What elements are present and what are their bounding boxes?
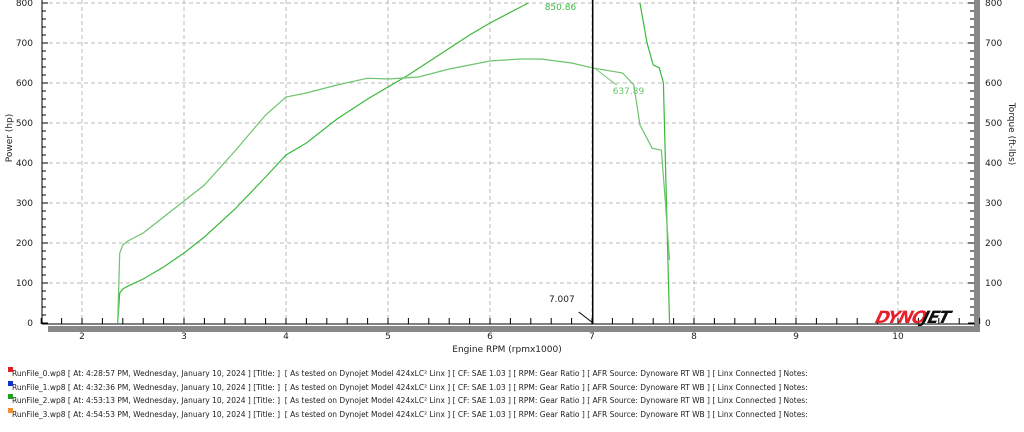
y2-tick-label: 700 bbox=[985, 39, 1002, 49]
y2-tick-label: 500 bbox=[985, 119, 1002, 129]
svg-text:DYNO: DYNO bbox=[873, 308, 929, 328]
power-annotation: 850.86 bbox=[545, 3, 577, 13]
y2-tick-label: 300 bbox=[985, 199, 1002, 209]
legend-swatch bbox=[8, 367, 13, 372]
y-axis-label: Power (hp) bbox=[5, 114, 15, 163]
legend-row[interactable]: RunFile_3.wp8 [ At: 4:54:53 PM, Wednesda… bbox=[8, 407, 808, 422]
y-tick-label: 800 bbox=[16, 0, 33, 9]
torque-annotation: 637.89 bbox=[613, 87, 645, 97]
y-tick-label: 200 bbox=[16, 239, 33, 249]
x-tick-label: 7 bbox=[589, 332, 595, 342]
legend-row[interactable]: RunFile_0.wp8 [ At: 4:28:57 PM, Wednesda… bbox=[8, 367, 808, 381]
right-axis-bar bbox=[974, 0, 980, 332]
cursor-label: 7.007 bbox=[549, 295, 575, 305]
x-axis-bar bbox=[48, 326, 980, 332]
x-tick-label: 9 bbox=[793, 332, 799, 342]
y-tick-label: 500 bbox=[16, 119, 33, 129]
torque-annotation-arrow bbox=[595, 68, 618, 86]
y2-tick-label: 400 bbox=[985, 159, 1002, 169]
y-tick-label: 300 bbox=[16, 199, 33, 209]
grid bbox=[42, 0, 975, 323]
y-tick-label: 0 bbox=[27, 319, 33, 329]
x-tick-label: 8 bbox=[691, 332, 697, 342]
y2-axis-label: Torque (ft-lbs) bbox=[1006, 102, 1016, 166]
y2-tick-label: 800 bbox=[985, 0, 1002, 9]
run-legend: RunFile_0.wp8 [ At: 4:28:57 PM, Wednesda… bbox=[8, 367, 808, 421]
y2-tick-label: 0 bbox=[985, 319, 991, 329]
legend-text: RunFile_3.wp8 [ At: 4:54:53 PM, Wednesda… bbox=[12, 409, 808, 419]
x-tick-label: 6 bbox=[487, 332, 493, 342]
torque-curve bbox=[117, 58, 671, 323]
x-axis-label: Engine RPM (rpmx1000) bbox=[452, 345, 561, 355]
legend-swatch bbox=[8, 407, 13, 413]
legend-text: RunFile_1.wp8 [ At: 4:32:36 PM, Wednesda… bbox=[12, 382, 808, 392]
x-tick-label: 10 bbox=[892, 332, 904, 342]
x-tick-label: 5 bbox=[385, 332, 391, 342]
legend-swatch bbox=[8, 394, 13, 399]
y-tick-label: 600 bbox=[16, 79, 33, 89]
power-curve bbox=[117, 3, 671, 323]
x-tick-label: 4 bbox=[283, 332, 289, 342]
svg-text:JET: JET bbox=[917, 308, 954, 328]
y-tick-label: 100 bbox=[16, 279, 33, 289]
legend-text: RunFile_2.wp8 [ At: 4:53:13 PM, Wednesda… bbox=[12, 396, 808, 405]
dynojet-logo: DYNO JET bbox=[873, 308, 954, 328]
x-tick-label: 2 bbox=[79, 332, 85, 342]
x-tick-label: 3 bbox=[181, 332, 187, 342]
legend-swatch bbox=[8, 380, 13, 386]
y-tick-label: 700 bbox=[16, 39, 33, 49]
y2-tick-label: 100 bbox=[985, 279, 1002, 289]
curves bbox=[117, 3, 671, 323]
y-tick-label: 400 bbox=[16, 159, 33, 169]
legend-text: RunFile_0.wp8 [ At: 4:28:57 PM, Wednesda… bbox=[12, 369, 808, 378]
legend-row[interactable]: RunFile_2.wp8 [ At: 4:53:13 PM, Wednesda… bbox=[8, 394, 808, 408]
y2-tick-label: 200 bbox=[985, 239, 1002, 249]
cursor-arrow bbox=[578, 311, 593, 323]
y2-tick-label: 600 bbox=[985, 79, 1002, 89]
legend-row[interactable]: RunFile_1.wp8 [ At: 4:32:36 PM, Wednesda… bbox=[8, 380, 808, 395]
